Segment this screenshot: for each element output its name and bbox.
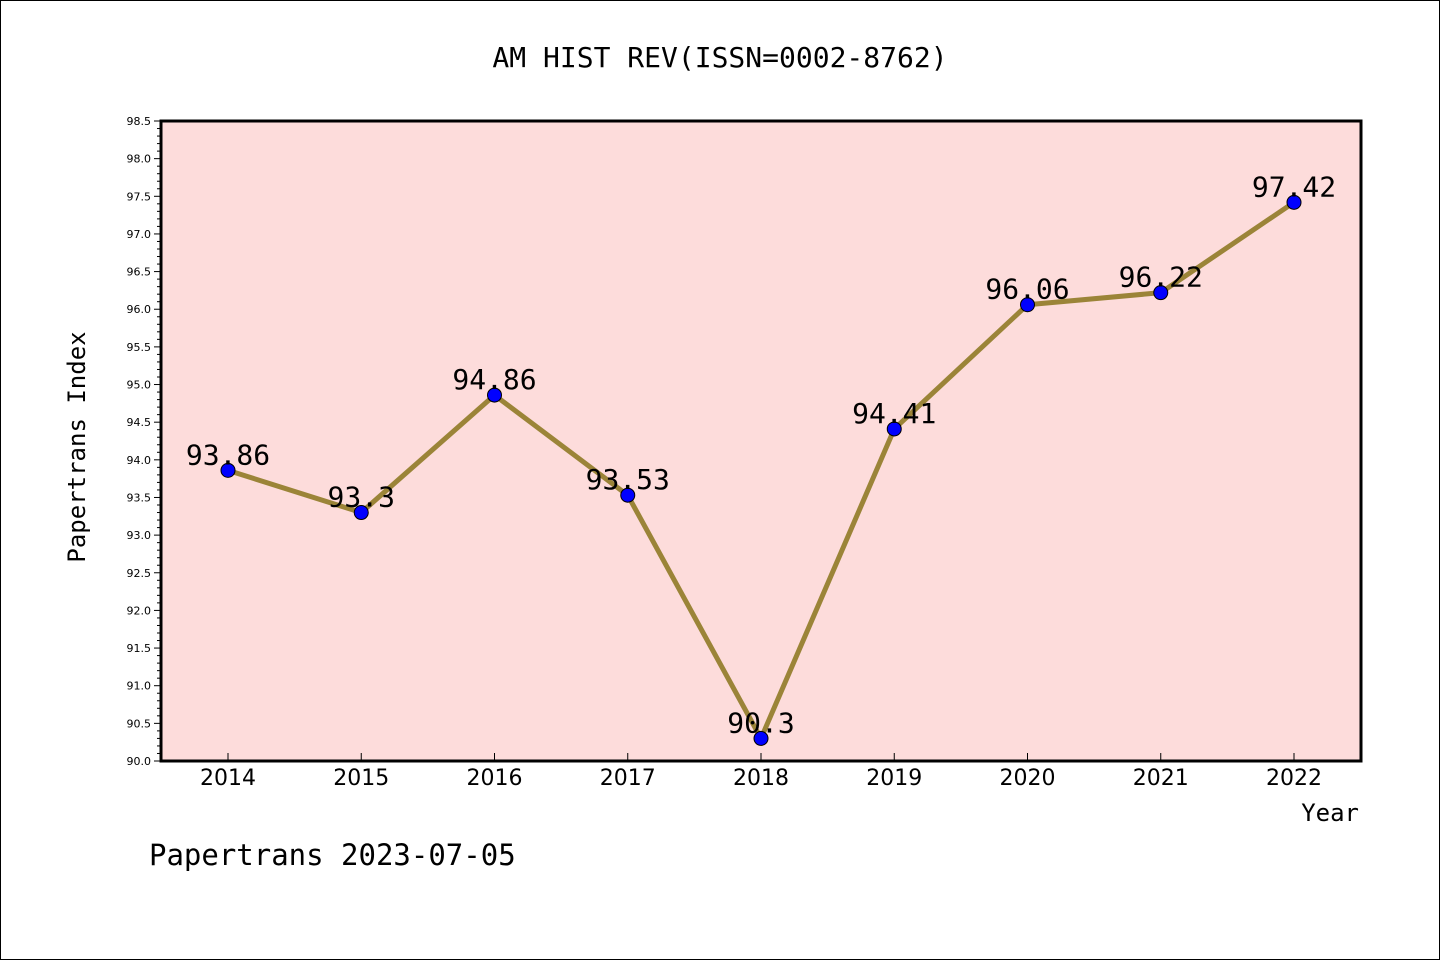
chart-title: AM HIST REV(ISSN=0002-8762) bbox=[492, 41, 947, 74]
data-point bbox=[620, 487, 636, 503]
y-tick-label: 90.0 bbox=[127, 755, 152, 768]
x-axis-label: Year bbox=[1301, 799, 1359, 827]
y-tick-label: 92.0 bbox=[127, 604, 152, 617]
plot-area bbox=[161, 121, 1361, 761]
data-point bbox=[220, 462, 236, 478]
y-tick-label: 93.0 bbox=[127, 529, 152, 542]
y-tick-label: 94.0 bbox=[127, 454, 152, 467]
data-point bbox=[487, 387, 502, 403]
y-tick-label: 94.5 bbox=[127, 416, 152, 429]
y-axis-label: Papertrans Index bbox=[63, 331, 91, 562]
x-tick-label: 2021 bbox=[1133, 766, 1189, 791]
y-tick-label: 97.5 bbox=[127, 190, 152, 203]
y-tick-label: 95.5 bbox=[127, 341, 152, 354]
data-label: 90.3 bbox=[727, 706, 794, 739]
y-tick-label: 96.0 bbox=[127, 303, 152, 316]
y-tick-label: 97.0 bbox=[127, 228, 152, 241]
x-tick-label: 2016 bbox=[467, 766, 523, 791]
data-point bbox=[353, 505, 369, 521]
y-axis: 90.0 90.5 91.0 91.5 92.0 92.5 93.0 93.5 94.0 94.5… bbox=[127, 115, 161, 768]
footer-credit: Papertrans 2023-07-05 bbox=[149, 838, 516, 872]
data-point bbox=[753, 730, 769, 746]
data-point bbox=[1153, 285, 1169, 301]
y-tick-label: 98.0 bbox=[127, 153, 152, 166]
series-group: 93.86 93.3 94.86 93.53 90.3 94.41 96.06 96.22 97… bbox=[186, 170, 1336, 746]
y-tick-label: 93.5 bbox=[127, 491, 152, 504]
x-tick-label: 2020 bbox=[1000, 766, 1056, 791]
x-tick-label: 2018 bbox=[733, 766, 789, 791]
y-tick-label: 98.5 bbox=[127, 115, 152, 128]
data-label: 96.22 bbox=[1119, 261, 1203, 294]
x-tick-label: 2015 bbox=[333, 766, 389, 791]
data-label: 93.53 bbox=[586, 463, 670, 496]
x-tick-label: 2019 bbox=[866, 766, 922, 791]
x-tick-label: 2022 bbox=[1266, 766, 1322, 791]
data-label: 97.42 bbox=[1252, 170, 1336, 203]
y-tick-label: 91.0 bbox=[127, 680, 152, 693]
data-label: 96.06 bbox=[985, 273, 1069, 306]
x-axis: 2014 2015 2016 2017 2018 2019 2020 2021 2022 bbox=[200, 753, 1322, 791]
data-label: 94.41 bbox=[852, 397, 936, 430]
y-tick-label: 96.5 bbox=[127, 266, 152, 279]
y-tick-label: 92.5 bbox=[127, 567, 152, 580]
y-tick-label: 95.0 bbox=[127, 379, 152, 392]
data-point bbox=[886, 421, 902, 437]
x-tick-label: 2017 bbox=[600, 766, 656, 791]
y-tick-label: 90.5 bbox=[127, 717, 152, 730]
data-label: 94.86 bbox=[452, 363, 536, 396]
y-tick-label: 91.5 bbox=[127, 642, 152, 655]
x-tick-label: 2014 bbox=[200, 766, 256, 791]
plot-frame bbox=[159, 119, 1363, 763]
data-point bbox=[1286, 194, 1302, 210]
data-label: 93.3 bbox=[328, 481, 395, 514]
data-label: 93.86 bbox=[186, 438, 270, 471]
data-point bbox=[1020, 297, 1035, 313]
